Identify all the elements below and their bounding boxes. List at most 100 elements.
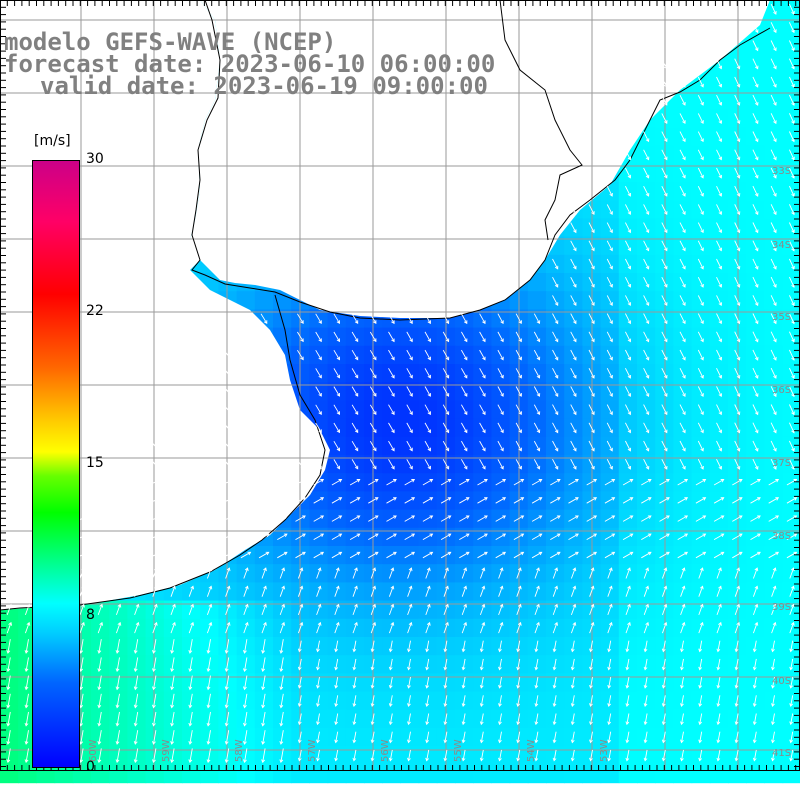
field-cell xyxy=(709,527,729,547)
wind-arrow xyxy=(552,386,559,397)
wind-arrow xyxy=(6,711,11,727)
wind-arrow xyxy=(659,497,670,504)
field-cell xyxy=(455,764,474,784)
field-cell xyxy=(691,491,711,511)
wind-arrow xyxy=(661,458,668,470)
wind-arrow xyxy=(370,640,375,653)
wind-arrow xyxy=(516,621,522,634)
wind-arrow xyxy=(440,515,452,522)
wind-arrow xyxy=(624,149,632,161)
field-cell xyxy=(691,764,711,784)
wind-arrow xyxy=(625,621,631,634)
wind-arrow xyxy=(133,675,139,691)
field-cell xyxy=(782,182,800,201)
wind-arrow xyxy=(279,639,284,654)
wind-arrow xyxy=(643,677,648,689)
lon-label: 53W xyxy=(599,739,610,762)
wind-arrow xyxy=(588,313,595,325)
wind-arrow xyxy=(679,331,686,343)
field-cell xyxy=(327,764,347,784)
wind-arrow xyxy=(133,639,139,654)
south-coast xyxy=(0,294,326,611)
wind-arrow xyxy=(624,386,632,397)
wind-arrow xyxy=(734,204,741,216)
wind-arrow xyxy=(425,695,430,707)
wind-arrow xyxy=(770,240,777,252)
wind-arrow xyxy=(770,331,777,343)
wind-arrow xyxy=(169,404,177,415)
field-cell xyxy=(382,509,401,529)
wind-arrow xyxy=(498,621,504,634)
wind-arrow xyxy=(258,551,270,559)
wind-arrow xyxy=(113,497,124,504)
wind-arrow xyxy=(716,76,723,88)
wind-arrow xyxy=(770,440,777,452)
wind-arrow xyxy=(734,295,741,307)
wind-arrow xyxy=(570,422,577,434)
wind-arrow xyxy=(315,440,322,452)
field-cell xyxy=(382,527,401,547)
wind-arrow xyxy=(661,585,668,597)
wind-arrow xyxy=(368,551,379,559)
wind-arrow xyxy=(352,695,357,707)
wind-arrow xyxy=(424,386,431,397)
field-cell xyxy=(473,473,492,492)
wind-arrow xyxy=(388,603,395,616)
wind-arrow xyxy=(677,479,689,486)
wind-arrow xyxy=(570,313,577,325)
wind-arrow xyxy=(588,404,595,416)
wind-arrow xyxy=(316,640,320,653)
wind-arrow xyxy=(770,276,777,288)
wind-arrow xyxy=(606,313,613,325)
wind-arrow xyxy=(552,276,559,288)
field-cell xyxy=(400,509,420,529)
wind-arrow xyxy=(697,404,704,416)
field-cell xyxy=(546,509,565,529)
wind-arrow xyxy=(734,677,739,689)
wind-arrow xyxy=(461,422,468,434)
wind-arrow xyxy=(406,440,413,452)
wind-arrow xyxy=(788,222,795,234)
wind-arrow xyxy=(734,567,741,579)
wind-arrow xyxy=(167,551,179,559)
wind-arrow xyxy=(425,603,431,616)
wind-arrow xyxy=(698,695,703,707)
wind-arrow xyxy=(497,459,504,470)
wind-arrow xyxy=(788,131,795,143)
wind-arrow xyxy=(624,185,632,197)
wind-arrow xyxy=(716,204,723,215)
wind-arrow xyxy=(768,551,780,559)
wind-arrow xyxy=(606,295,613,306)
wind-arrow xyxy=(734,386,741,398)
wind-arrow xyxy=(316,677,320,689)
wind-arrow xyxy=(643,695,648,707)
wind-arrow xyxy=(204,497,215,504)
wind-arrow xyxy=(570,749,575,762)
wind-arrow xyxy=(695,515,707,522)
wind-arrow xyxy=(643,349,650,361)
wind-arrow xyxy=(697,113,704,124)
wind-arrow xyxy=(497,386,504,397)
wind-arrow xyxy=(442,440,450,452)
wind-arrow xyxy=(498,731,502,744)
wind-arrow xyxy=(752,331,759,343)
wind-arrow xyxy=(716,585,722,597)
wind-arrow xyxy=(443,695,448,707)
wind-arrow xyxy=(552,749,557,762)
wind-arrow xyxy=(588,295,595,306)
wind-arrow xyxy=(242,730,248,745)
wind-arrow xyxy=(752,749,757,762)
lat-label: 38S xyxy=(772,531,791,542)
wind-arrow xyxy=(752,76,759,88)
wind-arrow xyxy=(424,331,431,343)
wind-arrow xyxy=(331,551,343,559)
wind-arrow xyxy=(531,479,543,486)
lat-label: 40S xyxy=(772,676,791,687)
wind-arrow xyxy=(552,658,557,671)
wind-arrow xyxy=(240,551,252,559)
wind-arrow xyxy=(295,497,306,504)
field-cell xyxy=(764,491,784,511)
field-cell xyxy=(691,473,711,492)
wind-arrow xyxy=(277,515,288,522)
